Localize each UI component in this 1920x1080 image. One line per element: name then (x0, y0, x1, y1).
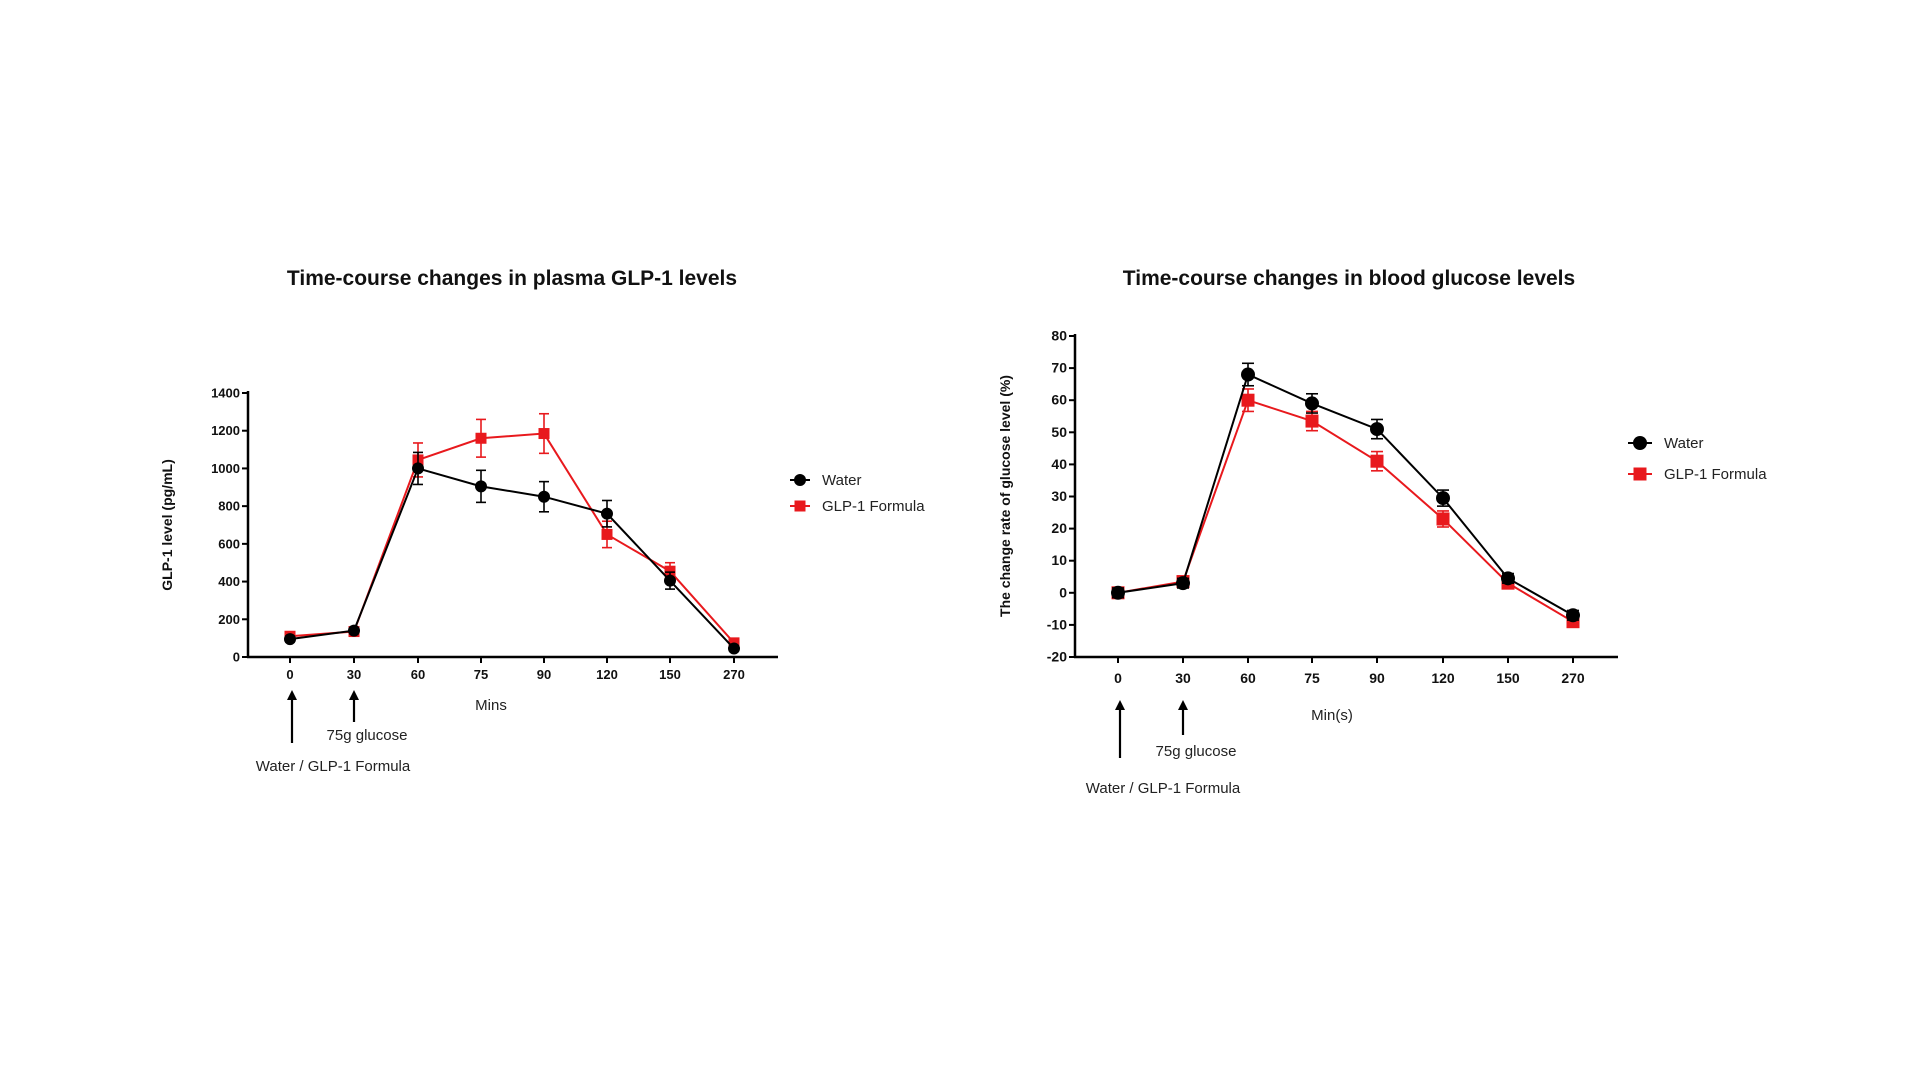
data-point (1176, 576, 1190, 591)
data-point (601, 507, 613, 520)
series-line (289, 467, 735, 650)
legend-marker (1633, 436, 1647, 450)
data-point (1436, 491, 1450, 506)
annotation-treatment: Water / GLP-1 Formula (1086, 780, 1241, 797)
y-tick-label: 600 (218, 536, 240, 551)
data-point (1436, 512, 1450, 526)
y-tick-label: 70 (1051, 360, 1067, 376)
series-water (284, 451, 740, 655)
data-point (1370, 422, 1384, 437)
x-tick-label: 270 (1561, 670, 1585, 686)
annotation-glucose: 75g glucose (327, 727, 408, 744)
y-tick-label: 20 (1051, 520, 1067, 536)
series-water (1111, 362, 1580, 623)
series-glp1-formula (284, 412, 740, 649)
annotation-arrow-head (1115, 700, 1125, 710)
y-tick-label: -10 (1047, 616, 1067, 632)
chart-title: Time-course changes in blood glucose lev… (1123, 267, 1575, 290)
x-tick-label: 30 (347, 667, 361, 682)
annotation-arrow-head (287, 690, 297, 700)
x-tick-label: 30 (1175, 670, 1191, 686)
data-point (538, 490, 550, 503)
data-point (1566, 608, 1580, 623)
legend-marker (1633, 467, 1647, 481)
x-tick-label: 60 (1240, 670, 1256, 686)
chart-title: Time-course changes in plasma GLP-1 leve… (287, 267, 737, 290)
x-tick-label: 75 (1304, 670, 1320, 686)
legend-label-water: Water (1664, 435, 1703, 452)
annotation-arrow-head (1178, 700, 1188, 710)
x-tick-label: 0 (286, 667, 293, 682)
y-tick-label: -20 (1047, 649, 1067, 665)
data-point (475, 432, 487, 444)
y-axis-label: The change rate of glucose level (%) (997, 375, 1013, 617)
legend-label-glp1-formula: GLP-1 Formula (822, 498, 925, 515)
x-tick-label: 90 (1369, 670, 1385, 686)
y-tick-label: 1000 (211, 461, 240, 476)
data-point (1241, 367, 1255, 382)
y-tick-label: 400 (218, 574, 240, 589)
y-tick-label: 50 (1051, 424, 1067, 440)
data-point (664, 565, 676, 577)
legend: Water GLP-1 Formula (790, 472, 925, 515)
legend-marker (794, 474, 806, 486)
data-point (284, 633, 296, 646)
series-line (1117, 373, 1574, 617)
x-tick-label: 150 (1496, 670, 1520, 686)
x-tick-label: 120 (596, 667, 618, 682)
data-point (1241, 393, 1255, 407)
data-point (1305, 396, 1319, 411)
annotation-glucose: 75g glucose (1156, 743, 1237, 760)
legend: Water GLP-1 Formula (1628, 435, 1767, 483)
data-point (601, 528, 613, 540)
y-tick-label: 0 (233, 650, 240, 665)
y-tick-label: 1200 (211, 423, 240, 438)
y-tick-label: 80 (1051, 328, 1067, 344)
y-tick-label: 800 (218, 499, 240, 514)
data-point (1305, 414, 1319, 428)
x-axis-label: Min(s) (1311, 707, 1353, 724)
y-tick-label: 200 (218, 612, 240, 627)
y-tick-label: 40 (1051, 456, 1067, 472)
data-point (1501, 571, 1515, 586)
x-tick-label: 0 (1114, 670, 1122, 686)
annotation-treatment: Water / GLP-1 Formula (256, 758, 411, 775)
y-tick-label: 1400 (211, 386, 240, 401)
legend-label-glp1-formula: GLP-1 Formula (1664, 466, 1767, 483)
data-point (475, 480, 487, 493)
data-point (348, 624, 360, 637)
x-tick-label: 270 (723, 667, 745, 682)
legend-marker (794, 500, 806, 512)
annotation-arrow-head (349, 690, 359, 700)
series-glp1-formula (1111, 388, 1580, 629)
x-tick-label: 90 (537, 667, 551, 682)
y-tick-label: 60 (1051, 392, 1067, 408)
data-point (538, 428, 550, 440)
x-tick-label: 120 (1431, 670, 1455, 686)
data-point (728, 642, 740, 655)
data-point (1111, 585, 1125, 600)
data-point (1370, 454, 1384, 468)
data-point (664, 574, 676, 587)
data-point (412, 462, 424, 475)
x-tick-label: 60 (411, 667, 425, 682)
x-tick-label: 150 (659, 667, 681, 682)
x-tick-label: 75 (474, 667, 488, 682)
y-tick-label: 30 (1051, 488, 1067, 504)
chart-1: Time-course changes in plasma GLP-1 leve… (159, 267, 925, 775)
y-tick-label: 10 (1051, 552, 1067, 568)
y-axis-label: GLP-1 level (pg/mL) (159, 459, 175, 590)
x-axis-label: Mins (475, 697, 507, 714)
chart-2: Time-course changes in blood glucose lev… (997, 267, 1767, 797)
legend-label-water: Water (822, 472, 861, 489)
series-line (289, 432, 735, 644)
y-tick-label: 0 (1059, 584, 1067, 600)
